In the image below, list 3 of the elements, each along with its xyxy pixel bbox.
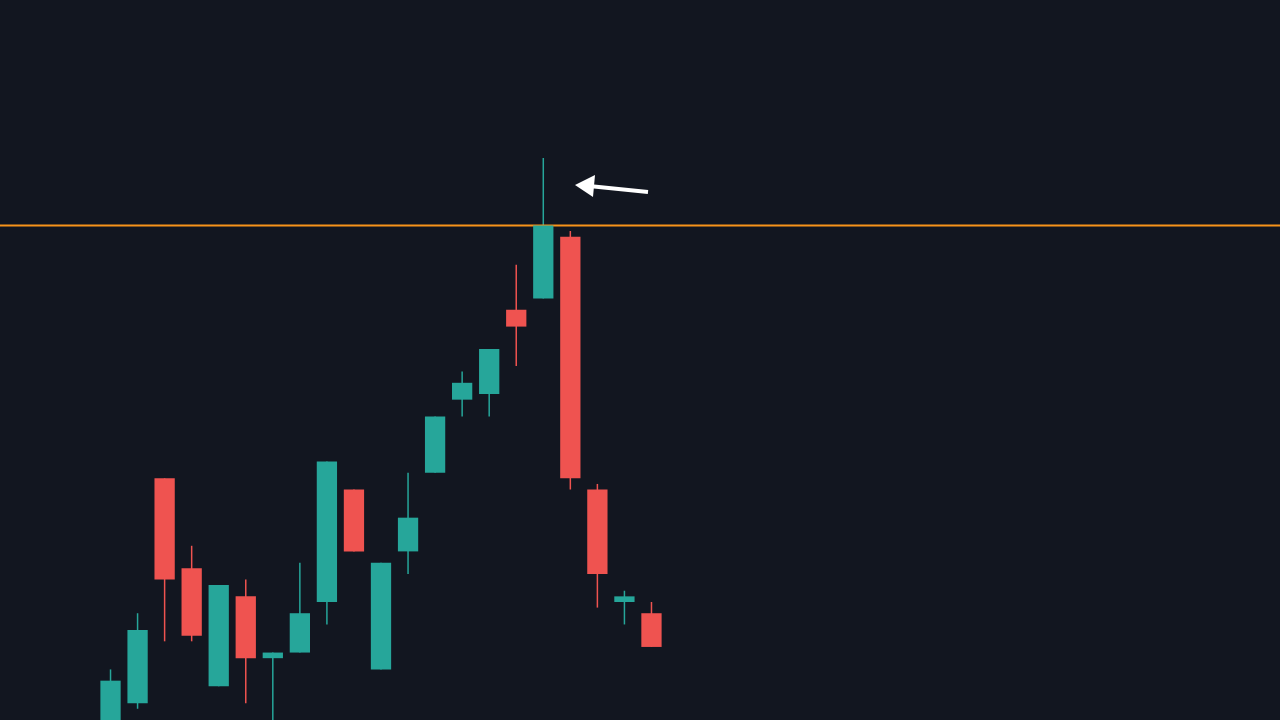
candlestick xyxy=(452,370,473,418)
candlestick xyxy=(506,264,527,367)
candlestick xyxy=(614,589,635,626)
